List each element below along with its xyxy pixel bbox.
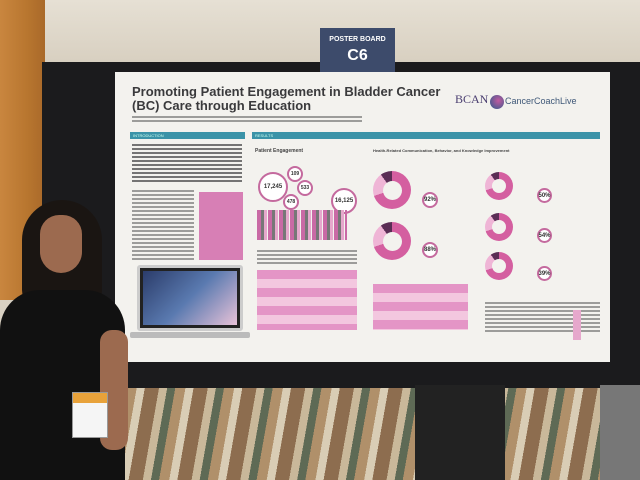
- bcan-logo: BCAN: [455, 92, 489, 106]
- percent-badge: 88%: [422, 242, 438, 258]
- intro-text: [132, 144, 242, 184]
- engagement-table: [257, 270, 357, 330]
- attendee-legs: [415, 385, 505, 480]
- cancercoach-logo: CancerCoachLive: [505, 96, 577, 106]
- authors: [132, 116, 362, 122]
- name-badge: [72, 392, 108, 438]
- engagement-text: [257, 250, 357, 266]
- cancercoach-logo-icon: [490, 95, 504, 109]
- donut-chart: [485, 213, 513, 241]
- stat-circle: 17,245: [258, 172, 288, 202]
- percent-badge: 92%: [422, 192, 438, 208]
- sign-code: C6: [347, 47, 368, 64]
- badge-header: [73, 393, 107, 403]
- donut-chart: [485, 172, 513, 200]
- donut-chart: [485, 252, 513, 280]
- behavior-text: [485, 302, 600, 332]
- engagement-heading: Patient Engagement: [255, 148, 304, 154]
- donut-chart: [373, 222, 411, 260]
- comparison-table: [373, 284, 468, 330]
- person-illustration: [573, 310, 581, 340]
- sign-label: POSTER BOARD: [329, 36, 386, 43]
- attendee-legs-right: [600, 385, 640, 480]
- knowledge-heading: Health-Related Communication, Behavior, …: [373, 148, 510, 153]
- intro-body: [132, 190, 194, 260]
- intro-header: INTRODUCTION: [130, 132, 245, 139]
- stat-circle: 109: [287, 166, 303, 182]
- laptop-screen: [143, 271, 237, 325]
- donut-chart: [373, 171, 411, 209]
- laptop-base: [130, 332, 250, 338]
- poster-title: Promoting Patient Engagement in Bladder …: [132, 84, 441, 113]
- percent-badge: 39%: [537, 266, 552, 281]
- woman-face: [40, 215, 82, 273]
- poster: Promoting Patient Engagement in Bladder …: [115, 72, 610, 362]
- percent-badge: 50%: [537, 188, 552, 203]
- poster-board-sign: POSTER BOARD C6: [320, 28, 395, 76]
- stat-circle: 533: [297, 180, 313, 196]
- results-header: RESULTS: [252, 132, 600, 139]
- laptop-image: [137, 265, 243, 331]
- intro-sidebar: [199, 192, 243, 260]
- crowd-illustration: [257, 210, 347, 240]
- percent-badge: 54%: [537, 228, 552, 243]
- stat-circle: 478: [283, 194, 299, 210]
